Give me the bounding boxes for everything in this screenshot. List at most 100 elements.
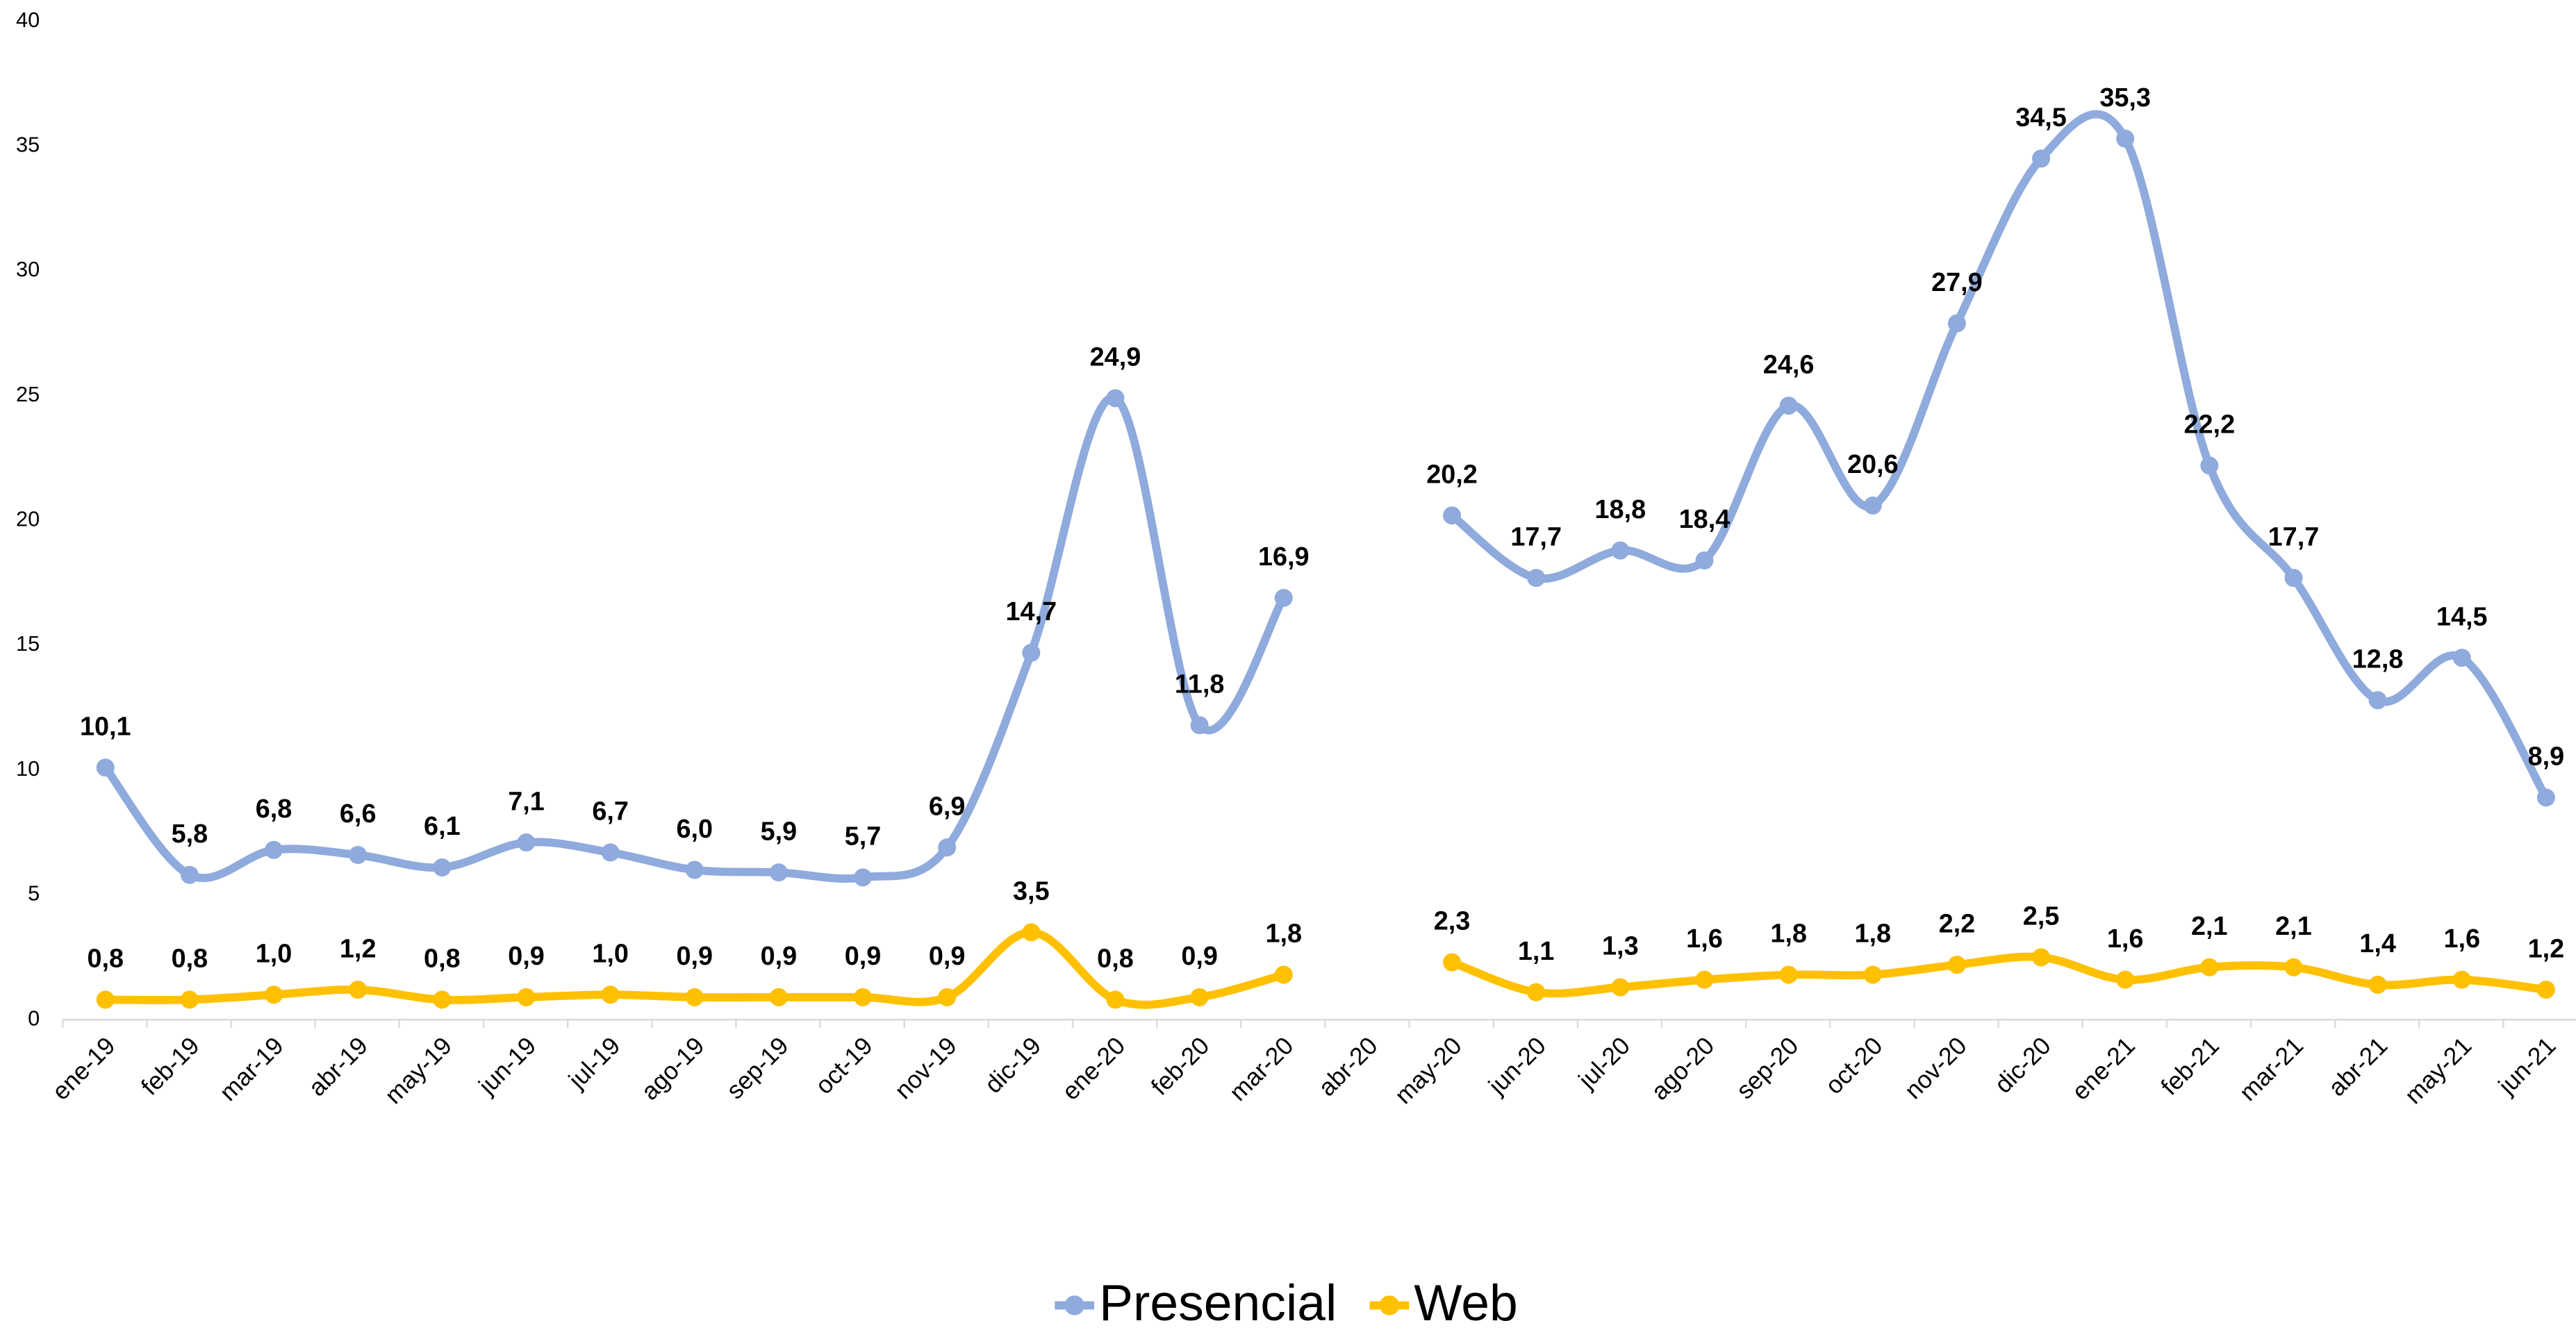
data-label: 1,6 (2443, 924, 2480, 954)
data-point (601, 986, 620, 1004)
data-point (2284, 958, 2303, 976)
data-label: 0,9 (761, 942, 798, 971)
y-tick-label: 25 (16, 382, 40, 406)
data-label: 2,1 (2275, 912, 2312, 941)
data-point (1695, 970, 1714, 989)
y-tick-label: 0 (28, 1006, 40, 1030)
data-label: 3,5 (1013, 877, 1050, 906)
data-label: 1,8 (1265, 920, 1302, 949)
data-label: 5,7 (845, 822, 882, 851)
data-label: 8,9 (2528, 742, 2565, 772)
data-point (938, 838, 957, 857)
x-tick-label: may-21 (2400, 1031, 2477, 1109)
data-point (265, 840, 283, 859)
data-label: 1,1 (1518, 937, 1555, 966)
data-label: 17,7 (2268, 522, 2320, 551)
x-tick-label: mar-19 (214, 1031, 289, 1106)
data-point (854, 868, 873, 887)
data-label: 18,8 (1595, 495, 1646, 524)
data-point (96, 990, 115, 1009)
data-label: 6,7 (592, 797, 629, 826)
x-tick-label: nov-19 (889, 1031, 962, 1104)
y-tick-label: 35 (16, 133, 40, 157)
data-point (1443, 953, 1462, 972)
x-tick-label: dic-19 (980, 1031, 1047, 1099)
data-label: 1,2 (2528, 934, 2565, 963)
data-point (1611, 541, 1630, 560)
data-point (1190, 988, 1209, 1006)
data-label: 1,6 (2107, 924, 2144, 954)
data-label: 6,9 (929, 792, 966, 821)
data-label: 11,8 (1175, 670, 1225, 699)
x-tick-label: mar-20 (1224, 1031, 1299, 1106)
series-line (1448, 110, 2550, 802)
x-tick-label: ene-19 (47, 1031, 120, 1105)
data-label: 2,2 (1939, 909, 1976, 938)
x-tick-label: may-19 (379, 1031, 457, 1109)
legend-marker (1379, 1295, 1400, 1315)
data-label: 1,2 (340, 934, 377, 963)
data-point (1695, 551, 1714, 570)
data-point (433, 858, 452, 876)
data-point (1274, 965, 1293, 984)
data-label: 20,6 (1847, 450, 1899, 479)
data-label: 1,8 (1770, 920, 1807, 949)
data-label: 7,1 (508, 787, 545, 816)
data-point (349, 845, 368, 864)
data-point (1527, 569, 1546, 588)
data-label: 1,0 (256, 939, 292, 968)
data-point (1106, 389, 1125, 408)
data-label: 27,9 (1931, 268, 1983, 297)
data-label: 5,8 (172, 820, 208, 849)
data-point (1106, 990, 1125, 1009)
data-point (433, 990, 452, 1009)
data-label: 2,1 (2191, 912, 2228, 941)
data-point (2284, 569, 2303, 588)
data-label: 6,6 (340, 799, 377, 829)
data-point (265, 986, 283, 1004)
x-tick-label: may-20 (1389, 1031, 1467, 1109)
data-label: 5,9 (761, 817, 798, 846)
data-point (2116, 129, 2135, 148)
data-point (1022, 643, 1041, 662)
data-label: 6,1 (424, 812, 461, 841)
data-label: 0,9 (676, 942, 713, 971)
data-point (1779, 397, 1798, 415)
y-tick-label: 15 (16, 631, 40, 656)
data-point (1947, 314, 1966, 333)
x-tick-label: jun-19 (473, 1031, 542, 1100)
x-tick-label: jul-20 (1573, 1031, 1635, 1094)
x-tick-label: ago-20 (1646, 1031, 1719, 1105)
y-tick-label: 30 (16, 257, 40, 281)
data-label: 0,8 (87, 945, 124, 974)
x-tick-label: oct-20 (1820, 1031, 1888, 1099)
x-tick-label: ago-19 (636, 1031, 709, 1105)
data-point (685, 988, 704, 1006)
data-label: 1,6 (1686, 924, 1723, 954)
data-point (1274, 588, 1293, 607)
data-label: 6,8 (256, 795, 292, 824)
data-label: 18,4 (1679, 505, 1731, 534)
x-tick-label: feb-19 (135, 1031, 204, 1100)
data-label: 0,9 (929, 942, 966, 971)
data-point (2452, 970, 2471, 989)
data-label: 24,9 (1090, 343, 1141, 372)
legend-label: Presencial (1099, 1274, 1337, 1330)
data-point (769, 863, 788, 882)
data-point (1190, 716, 1209, 735)
data-point (601, 843, 620, 862)
data-point (2536, 788, 2555, 807)
data-point (1947, 956, 1966, 974)
data-point (1863, 965, 1882, 984)
x-tick-label: abr-19 (303, 1031, 373, 1102)
data-point (349, 981, 368, 999)
data-point (2200, 456, 2219, 475)
data-label: 16,9 (1258, 542, 1310, 572)
data-label: 22,2 (2184, 410, 2236, 440)
x-tick-label: abr-20 (1313, 1031, 1383, 1102)
data-label: 20,2 (1426, 460, 1478, 490)
x-tick-label: abr-21 (2323, 1031, 2393, 1102)
data-point (2368, 975, 2387, 994)
data-point (2536, 981, 2555, 999)
